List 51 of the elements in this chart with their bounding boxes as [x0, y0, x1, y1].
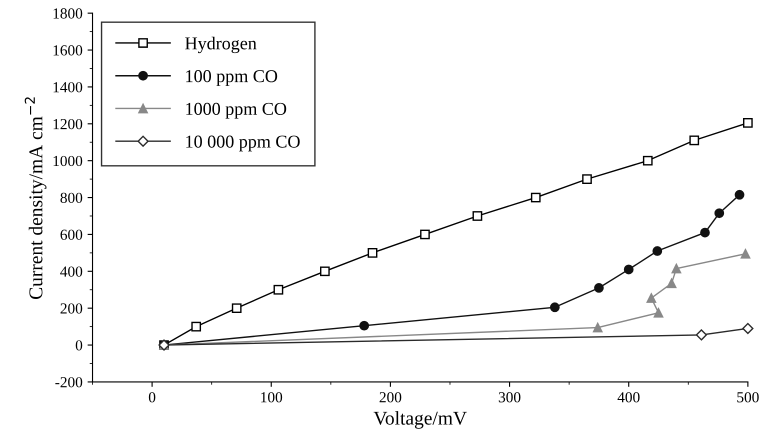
point — [550, 302, 560, 312]
x-axis-title: Voltage/mV — [374, 411, 467, 429]
legend-label: Hydrogen — [185, 36, 257, 54]
x-tick-label: 0 — [148, 392, 156, 402]
y-tick-label: 800 — [60, 192, 82, 203]
point — [672, 264, 682, 274]
point — [594, 283, 604, 293]
point — [742, 322, 754, 334]
point — [191, 322, 202, 332]
y-tick-label: 600 — [60, 230, 82, 240]
point — [232, 303, 242, 314]
x-tick-label: 100 — [261, 392, 282, 402]
point — [368, 248, 378, 258]
point — [700, 228, 710, 238]
y-tick-label: -200 — [55, 377, 82, 388]
point — [743, 118, 753, 128]
x-tick-label: 200 — [380, 392, 402, 402]
y-axis-title: Current density/mA cm$^{−2}$ — [24, 97, 46, 300]
x-tick-label: 500 — [737, 392, 759, 402]
point — [646, 293, 656, 303]
point — [696, 329, 708, 341]
point — [689, 136, 700, 146]
point — [420, 230, 430, 240]
x-tick-label: 300 — [498, 392, 520, 402]
y-tick-label: 400 — [60, 266, 82, 277]
point — [740, 248, 750, 259]
point — [274, 284, 284, 295]
y-tick-label: 200 — [60, 303, 82, 314]
y-tick-label: 1600 — [54, 45, 82, 56]
point — [642, 156, 653, 166]
y-tick-label: 1800 — [54, 8, 82, 19]
point — [592, 322, 603, 332]
point — [472, 211, 482, 221]
point — [582, 174, 592, 184]
legend-label: 100 ppm CO — [186, 70, 278, 86]
point — [624, 264, 634, 274]
point — [359, 320, 370, 331]
point — [666, 278, 676, 288]
y-tick-label: 1000 — [54, 156, 82, 166]
point — [320, 266, 330, 276]
point — [714, 208, 724, 218]
x-tick-label: 400 — [618, 392, 640, 402]
legend-label: 1000 ppm CO — [186, 102, 286, 119]
y-tick-label: 1400 — [54, 82, 82, 92]
y-tick-label: 0 — [76, 340, 82, 351]
point — [530, 192, 541, 202]
point — [734, 190, 744, 200]
point — [652, 246, 662, 256]
y-tick-label: 1200 — [54, 118, 82, 130]
point — [654, 308, 664, 318]
legend-label: 10 000 ppm CO — [186, 136, 300, 152]
